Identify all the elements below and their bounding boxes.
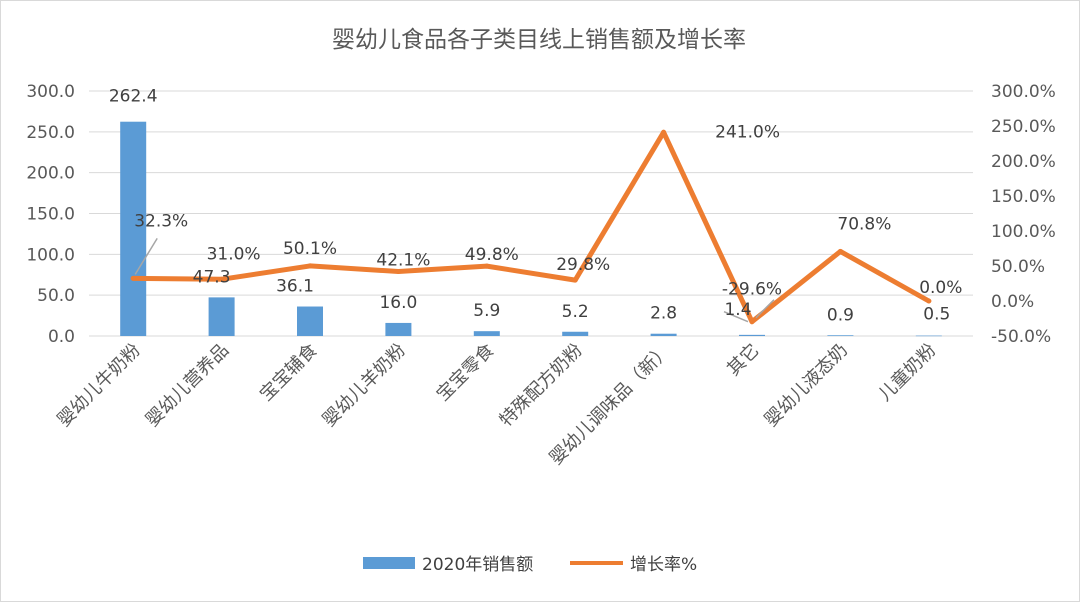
left-tick-label: 250.0: [26, 123, 75, 143]
growth-point: [926, 298, 932, 304]
growth-point: [219, 276, 225, 282]
bar: [650, 333, 677, 336]
leader-line: [755, 299, 775, 319]
left-axis: 0.0 50.0 100.0 150.0 200.0 250.0 300.0: [26, 82, 75, 347]
growth-point: [130, 275, 136, 281]
bar: [739, 334, 765, 336]
bar-value-label: 5.9: [473, 301, 500, 321]
right-axis: -50.0% 0.0% 50.0% 100.0% 150.0% 200.0% 250.0% 3…: [991, 82, 1056, 347]
growth-point: [307, 263, 313, 269]
legend: 2020年销售额 增长率%: [363, 555, 697, 575]
right-tick-label: 100.0%: [991, 222, 1056, 242]
growth-point: [395, 269, 401, 275]
left-tick-label: 100.0: [26, 245, 75, 265]
left-tick-label: 300.0: [26, 82, 75, 102]
grid-layer: [89, 90, 973, 337]
category-label: 婴幼儿营养品: [142, 340, 233, 431]
growth-value-label: 29.8%: [556, 255, 610, 275]
left-tick-label: 50.0: [37, 286, 75, 306]
growth-value-label: 31.0%: [207, 244, 261, 264]
data-labels: 262.4 47.3 36.1 16.0 5.9 5.2 2.8 1.4 0.9 0.5 32.3%…: [109, 87, 963, 326]
category-label: 婴幼儿牛奶粉: [54, 340, 145, 431]
right-tick-label: 50.0%: [991, 257, 1045, 277]
growth-value-label: 50.1%: [283, 239, 337, 259]
legend-label-growth: 增长率%: [630, 555, 697, 575]
right-tick-label: -50.0%: [991, 327, 1051, 347]
growth-value-label: 70.8%: [837, 214, 891, 234]
right-tick-label: 0.0%: [991, 292, 1034, 312]
line-layer: [130, 129, 932, 325]
category-label: 其它: [723, 340, 763, 380]
chart-title: 婴幼儿食品各子类目线上销售额及增长率: [332, 27, 746, 53]
growth-value-label: 42.1%: [376, 251, 430, 271]
category-label: 儿童奶粉: [875, 340, 941, 406]
right-tick-label: 150.0%: [991, 187, 1056, 207]
right-tick-label: 200.0%: [991, 152, 1056, 172]
growth-point: [749, 319, 755, 325]
bar-value-label: 36.1: [276, 277, 314, 297]
bars-layer: [120, 121, 942, 337]
legend-swatch-bar: [363, 557, 415, 569]
leader-line: [723, 311, 749, 323]
category-label: 宝宝辅食: [256, 340, 322, 406]
bar-value-label: 16.0: [379, 293, 417, 313]
growth-point: [484, 263, 490, 269]
category-label: 婴幼儿羊奶粉: [319, 340, 410, 431]
right-tick-label: 250.0%: [991, 117, 1056, 137]
bar: [473, 331, 500, 336]
bar: [562, 331, 589, 336]
bar-value-label: 0.9: [827, 305, 854, 325]
growth-value-label: 49.8%: [465, 245, 519, 265]
bar-value-label: 262.4: [109, 87, 158, 107]
leader-line: [134, 237, 158, 275]
bar: [208, 297, 235, 336]
growth-point: [661, 129, 667, 135]
right-tick-label: 300.0%: [991, 82, 1056, 102]
category-label: 特殊配方奶粉: [496, 340, 587, 431]
growth-point: [572, 277, 578, 283]
bar-value-label: 2.8: [650, 304, 677, 324]
left-tick-label: 150.0: [26, 205, 75, 225]
category-label: 宝宝零食: [433, 340, 499, 406]
growth-value-label: -29.6%: [722, 280, 782, 300]
bar: [120, 121, 147, 336]
growth-line: [130, 129, 932, 325]
bar: [297, 306, 323, 336]
bar: [827, 335, 854, 336]
left-tick-label: 200.0: [26, 164, 75, 184]
legend-label-sales: 2020年销售额: [422, 555, 533, 575]
bar-value-label: 5.2: [562, 302, 589, 322]
bar: [915, 335, 942, 337]
growth-point: [837, 248, 843, 254]
bar-value-label: 1.4: [724, 300, 751, 320]
bar-value-label: 47.3: [193, 267, 231, 287]
growth-value-label: 0.0%: [919, 278, 962, 298]
bar: [385, 322, 412, 336]
left-tick-label: 0.0: [48, 327, 75, 347]
category-label: 婴幼儿液态奶: [761, 340, 852, 431]
growth-value-label: 32.3%: [134, 211, 188, 231]
growth-value-label: 241.0%: [715, 122, 780, 142]
bar-value-label: 0.5: [923, 305, 950, 325]
